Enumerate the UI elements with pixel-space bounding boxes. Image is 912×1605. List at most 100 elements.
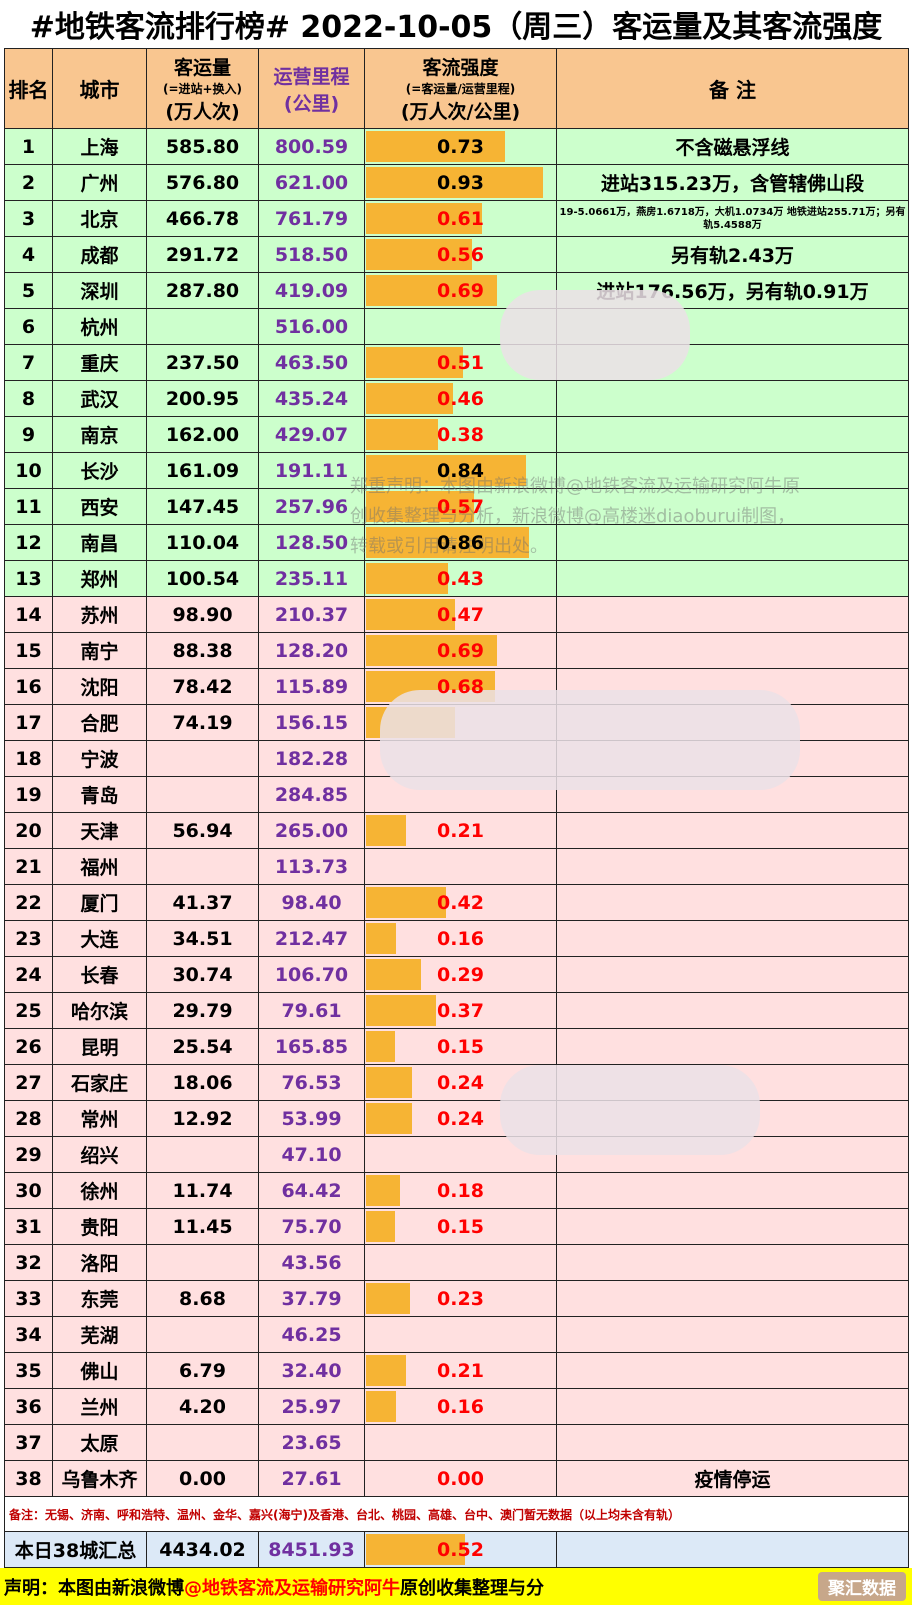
city-cell: 长春 bbox=[52, 956, 147, 993]
intensity-bar bbox=[366, 419, 438, 450]
intensity-value: 0.38 bbox=[437, 423, 484, 446]
footer-author-link[interactable]: @地铁客流及运输研究阿牛 bbox=[184, 1577, 400, 1599]
volume-cell: 162.00 bbox=[146, 416, 259, 453]
length-cell: 165.85 bbox=[258, 1028, 365, 1065]
city-cell: 长沙 bbox=[52, 452, 147, 489]
table-row: 11 西安 147.45 257.96 0.57 bbox=[4, 488, 909, 525]
note-cell bbox=[556, 1424, 909, 1461]
rank-cell: 34 bbox=[4, 1316, 53, 1353]
intensity-cell: 0.73 bbox=[364, 128, 557, 165]
intensity-value: 0.24 bbox=[437, 1071, 484, 1094]
note-cell bbox=[556, 1388, 909, 1425]
intensity-value: 0.42 bbox=[437, 891, 484, 914]
city-cell: 合肥 bbox=[52, 704, 147, 741]
intensity-cell: 0.47 bbox=[364, 596, 557, 633]
total-intensity: 0.52 bbox=[364, 1531, 557, 1568]
intensity-value: 0.21 bbox=[437, 1359, 484, 1382]
intensity-cell: 0.61 bbox=[364, 200, 557, 237]
rank-cell: 32 bbox=[4, 1244, 53, 1281]
intensity-cell: 0.56 bbox=[364, 236, 557, 273]
rank-cell: 25 bbox=[4, 992, 53, 1029]
intensity-bar bbox=[366, 707, 455, 738]
note-cell: 19-5.0661万，燕房1.6718万，大机1.0734万 地铁进站255.7… bbox=[556, 200, 909, 237]
note-cell bbox=[556, 596, 909, 633]
intensity-bar bbox=[366, 347, 463, 378]
length-cell: 32.40 bbox=[258, 1352, 365, 1389]
intensity-cell: 0.23 bbox=[364, 1280, 557, 1317]
note-cell bbox=[556, 1316, 909, 1353]
table-row: 25 哈尔滨 29.79 79.61 0.37 bbox=[4, 992, 909, 1029]
header-volume: 客运量 (=进站+换入) (万人次) bbox=[146, 48, 259, 129]
rank-cell: 35 bbox=[4, 1352, 53, 1389]
volume-cell bbox=[146, 848, 259, 885]
volume-cell: 466.78 bbox=[146, 200, 259, 237]
intensity-bar bbox=[366, 635, 497, 666]
city-cell: 上海 bbox=[52, 128, 147, 165]
rank-cell: 22 bbox=[4, 884, 53, 921]
intensity-value: 0.15 bbox=[437, 1215, 484, 1238]
intensity-cell: 0.15 bbox=[364, 1028, 557, 1065]
table-row: 12 南昌 110.04 128.50 0.86 bbox=[4, 524, 909, 561]
table-row: 23 大连 34.51 212.47 0.16 bbox=[4, 920, 909, 957]
length-cell: 76.53 bbox=[258, 1064, 365, 1101]
intensity-bar bbox=[366, 383, 453, 414]
city-cell: 宁波 bbox=[52, 740, 147, 777]
volume-cell: 34.51 bbox=[146, 920, 259, 957]
table-row: 16 沈阳 78.42 115.89 0.68 bbox=[4, 668, 909, 705]
rank-cell: 1 bbox=[4, 128, 53, 165]
intensity-value: 0.93 bbox=[437, 171, 484, 194]
rank-cell: 12 bbox=[4, 524, 53, 561]
table-row: 28 常州 12.92 53.99 0.24 bbox=[4, 1100, 909, 1137]
city-cell: 厦门 bbox=[52, 884, 147, 921]
intensity-value: 0.18 bbox=[437, 1179, 484, 1202]
city-cell: 石家庄 bbox=[52, 1064, 147, 1101]
city-cell: 重庆 bbox=[52, 344, 147, 381]
length-cell: 191.11 bbox=[258, 452, 365, 489]
intensity-value: 0.61 bbox=[437, 207, 484, 230]
rank-cell: 19 bbox=[4, 776, 53, 813]
intensity-value: 0.43 bbox=[437, 567, 484, 590]
intensity-value: 0.84 bbox=[437, 459, 484, 482]
intensity-cell: 0.68 bbox=[364, 668, 557, 705]
rank-cell: 3 bbox=[4, 200, 53, 237]
city-cell: 广州 bbox=[52, 164, 147, 201]
length-cell: 182.28 bbox=[258, 740, 365, 777]
table-row: 18 宁波 182.28 bbox=[4, 740, 909, 777]
length-cell: 429.07 bbox=[258, 416, 365, 453]
intensity-value: 0.47 bbox=[437, 603, 484, 626]
volume-cell bbox=[146, 1424, 259, 1461]
volume-cell: 100.54 bbox=[146, 560, 259, 597]
note-cell bbox=[556, 1352, 909, 1389]
length-cell: 621.00 bbox=[258, 164, 365, 201]
table-row: 13 郑州 100.54 235.11 0.43 bbox=[4, 560, 909, 597]
rank-cell: 37 bbox=[4, 1424, 53, 1461]
table-row: 24 长春 30.74 106.70 0.29 bbox=[4, 956, 909, 993]
city-cell: 东莞 bbox=[52, 1280, 147, 1317]
intensity-bar bbox=[366, 1067, 412, 1098]
note-cell bbox=[556, 884, 909, 921]
header-length-title: 运营里程 bbox=[273, 65, 350, 88]
volume-cell bbox=[146, 740, 259, 777]
table-row: 2 广州 576.80 621.00 0.93 进站315.23万，含管辖佛山段 bbox=[4, 164, 909, 201]
header-volume-unit: (万人次) bbox=[165, 101, 240, 123]
length-cell: 53.99 bbox=[258, 1100, 365, 1137]
length-cell: 212.47 bbox=[258, 920, 365, 957]
intensity-cell: 0.37 bbox=[364, 992, 557, 1029]
header-length-unit: (公里) bbox=[283, 92, 340, 115]
note-cell bbox=[556, 920, 909, 957]
rank-cell: 30 bbox=[4, 1172, 53, 1209]
city-cell: 西安 bbox=[52, 488, 147, 525]
table-body: 1 上海 585.80 800.59 0.73 不含磁悬浮线 2 广州 576.80 621.00… bbox=[4, 128, 909, 1497]
rank-cell: 26 bbox=[4, 1028, 53, 1065]
intensity-value: 0.16 bbox=[437, 1395, 484, 1418]
rank-cell: 7 bbox=[4, 344, 53, 381]
page-title: #地铁客流排行榜# 2022-10-05（周三）客运量及其客流强度 bbox=[0, 0, 912, 48]
city-cell: 绍兴 bbox=[52, 1136, 147, 1173]
length-cell: 64.42 bbox=[258, 1172, 365, 1209]
intensity-value: 0.16 bbox=[437, 927, 484, 950]
city-cell: 贵阳 bbox=[52, 1208, 147, 1245]
table-row: 1 上海 585.80 800.59 0.73 不含磁悬浮线 bbox=[4, 128, 909, 165]
rank-cell: 4 bbox=[4, 236, 53, 273]
rank-cell: 33 bbox=[4, 1280, 53, 1317]
intensity-cell bbox=[364, 1316, 557, 1353]
